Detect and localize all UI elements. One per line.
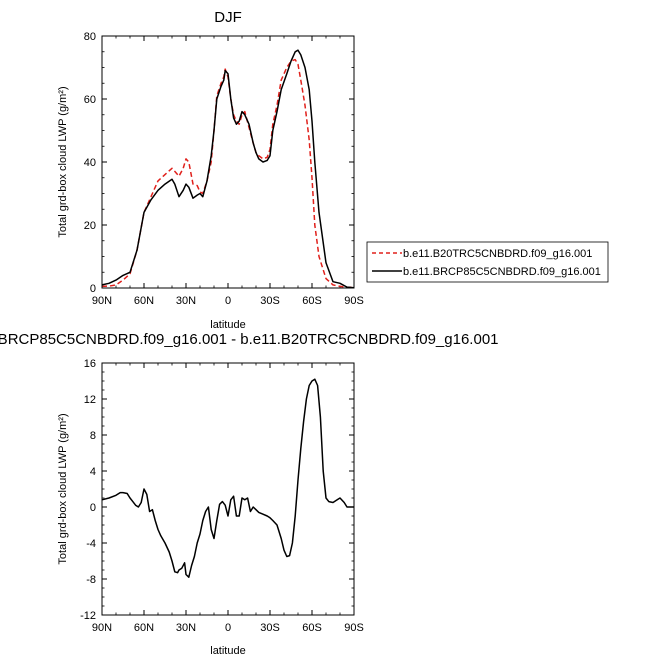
x-tick-label: 60N [134,295,154,307]
legend-label-series-1: b.e11.B20TRC5CNBDRD.f09_g16.001 [403,248,592,260]
x-tick-label: 0 [225,622,231,634]
legend-box [366,241,609,283]
legend-label-series-2: b.e11.BRCP85C5CNBDRD.f09_g16.001 [403,266,601,278]
bottom-chart-series [101,378,354,578]
top-chart-title: DJF [214,9,242,26]
bottom-chart-xlabel: latitude [210,645,245,657]
top-chart-series [101,49,355,289]
y-tick-label: -8 [86,574,96,586]
x-tick-label: 60S [302,622,322,634]
x-tick-label: 30S [260,622,280,634]
y-tick-label: -4 [86,538,96,550]
y-tick-label: 40 [84,157,96,169]
bottom-chart-frame [101,362,355,616]
y-tick-label: 12 [84,394,96,406]
top-chart-legend: b.e11.B20TRC5CNBDRD.f09_g16.001 b.e11.BR… [366,241,609,283]
bottom-chart-title: .BRCP85C5CNBDRD.f09_g16.001 - b.e11.B20T… [0,331,498,348]
y-tick-label: 16 [84,358,96,370]
y-tick-label: -12 [80,610,96,622]
top-chart-frame [101,35,355,289]
y-tick-label: 0 [90,502,96,514]
x-tick-label: 60N [134,622,154,634]
bottom-chart: .BRCP85C5CNBDRD.f09_g16.001 - b.e11.B20T… [0,331,498,657]
x-tick-label: 90S [344,295,364,307]
y-tick-label: 80 [84,31,96,43]
y-tick-label: 8 [90,430,96,442]
y-tick-label: 60 [84,94,96,106]
x-tick-label: 90N [92,622,112,634]
top-chart: DJF 90N 60N 30N 0 30S 60S 90S 0 20 40 60 80 latitud… [57,9,609,331]
x-tick-label: 60S [302,295,322,307]
series-line-2 [101,49,355,289]
top-chart-ylabel: Total grd-box cloud LWP (g/m²) [57,86,69,237]
bottom-chart-tick-labels: 90N 60N 30N 0 30S 60S 90S -12 -8 -4 0 4 8 12 16 [80,358,364,634]
y-tick-label: 4 [90,466,96,478]
y-tick-label: 20 [84,220,96,232]
x-tick-label: 30N [176,622,196,634]
series-line-1 [101,378,354,578]
top-chart-tick-labels: 90N 60N 30N 0 30S 60S 90S 0 20 40 60 80 [84,31,364,307]
bottom-chart-ticks [101,362,355,616]
x-tick-label: 90N [92,295,112,307]
x-tick-label: 0 [225,295,231,307]
bottom-chart-ylabel: Total grd-box cloud LWP (g/m²) [57,413,69,564]
x-tick-label: 90S [344,622,364,634]
y-tick-label: 0 [90,283,96,295]
x-tick-label: 30N [176,295,196,307]
top-chart-xlabel: latitude [210,319,245,331]
x-tick-label: 30S [260,295,280,307]
